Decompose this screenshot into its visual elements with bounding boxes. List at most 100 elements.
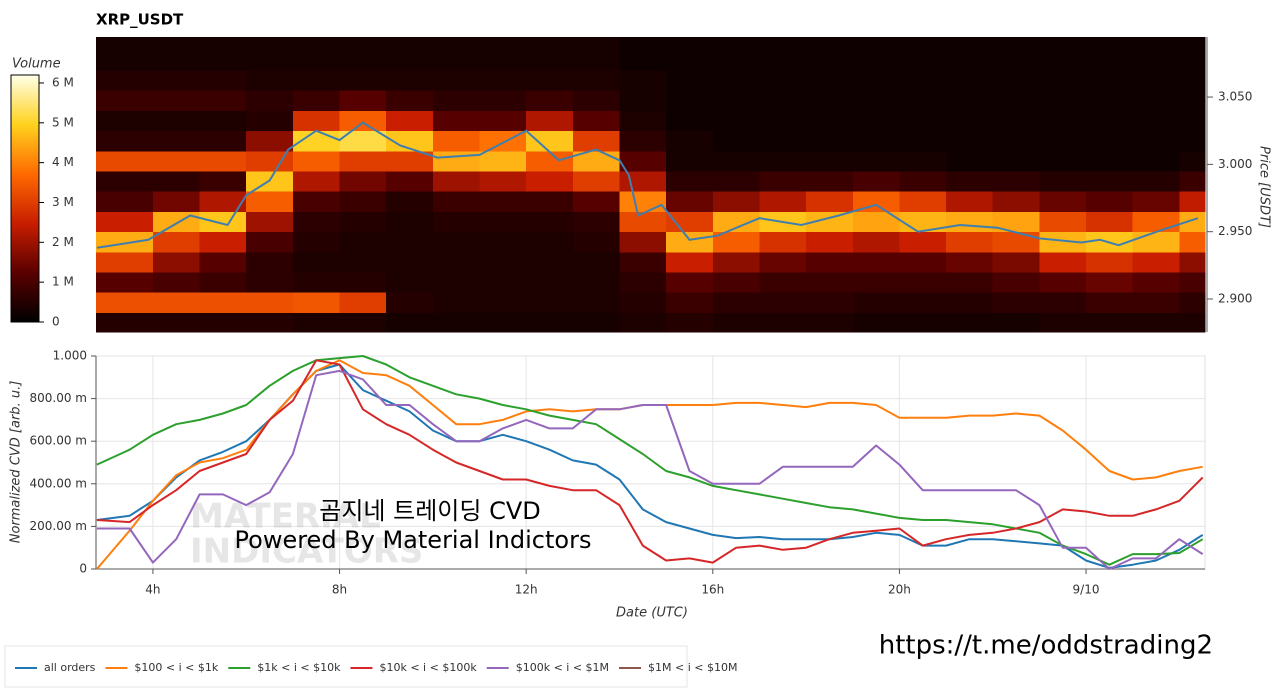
- heatmap-cell: [759, 191, 807, 212]
- heatmap-cell: [852, 272, 900, 293]
- heatmap-cell: [526, 231, 574, 253]
- heatmap-cell: [1132, 272, 1180, 293]
- heatmap-cell: [386, 37, 434, 71]
- heatmap-cell: [96, 130, 154, 152]
- heatmap-cell: [96, 191, 154, 212]
- y-tick-label: 400.00 m: [30, 476, 88, 490]
- heatmap-cell: [946, 37, 994, 71]
- heatmap-cell: [666, 70, 714, 91]
- heatmap-cell: [339, 292, 387, 313]
- heatmap-cell: [479, 171, 527, 192]
- heatmap-cell: [432, 37, 480, 71]
- heatmap-cell: [806, 110, 854, 132]
- heatmap-cell: [1039, 191, 1087, 212]
- heatmap-cell: [1086, 70, 1134, 91]
- legend-label: $10k < i < $100k: [379, 661, 477, 674]
- heatmap-cell: [852, 191, 900, 212]
- legend-label: $100k < i < $1M: [516, 661, 609, 674]
- colorbar-tick-label: 5 M: [52, 115, 74, 129]
- heatmap-cell: [152, 272, 200, 293]
- heatmap-cell: [1086, 211, 1134, 233]
- heatmap-cell: [292, 272, 340, 293]
- heatmap-cell: [432, 292, 480, 313]
- heatmap-cell: [199, 251, 247, 273]
- heatmap-cell: [666, 150, 714, 172]
- heatmap-cell: [572, 251, 620, 273]
- heatmap-cell: [712, 251, 760, 273]
- heatmap-cell: [572, 90, 620, 111]
- heatmap-cell: [246, 130, 294, 152]
- heatmap-cell: [619, 130, 667, 152]
- heatmap-cell: [526, 312, 574, 333]
- heatmap-cell: [199, 231, 247, 253]
- heatmap-cell: [526, 171, 574, 192]
- heatmap-cell: [386, 312, 434, 333]
- heatmap-cell: [96, 37, 154, 71]
- heatmap-cell: [1132, 70, 1180, 91]
- heatmap-cell: [199, 110, 247, 132]
- heatmap-cell: [1132, 251, 1180, 273]
- heatmap-cell: [292, 90, 340, 111]
- heatmap-cell: [1086, 251, 1134, 273]
- x-tick-label: 9/10: [1073, 583, 1100, 597]
- heatmap-cell: [759, 110, 807, 132]
- heatmap-cell: [386, 110, 434, 132]
- heatmap-cell: [806, 211, 854, 233]
- heatmap-cell: [339, 70, 387, 91]
- heatmap-cell: [759, 37, 807, 71]
- heatmap-cell: [246, 70, 294, 91]
- heatmap-cell: [899, 150, 947, 172]
- heatmap-cell: [1132, 130, 1180, 152]
- heatmap-cell: [899, 130, 947, 152]
- heatmap-cell: [432, 312, 480, 333]
- heatmap-cell: [152, 130, 200, 152]
- heatmap-cell: [96, 70, 154, 91]
- heatmap-cell: [572, 171, 620, 192]
- heatmap-cell: [526, 130, 574, 152]
- heatmap-cell: [572, 312, 620, 333]
- heatmap-cell: [479, 211, 527, 233]
- heatmap-cell: [806, 292, 854, 313]
- heatmap-cell: [96, 171, 154, 192]
- heatmap-cell: [1039, 110, 1087, 132]
- heatmap-cell: [572, 292, 620, 313]
- heatmap-cell: [899, 37, 947, 71]
- heatmap-cell: [96, 150, 154, 172]
- legend-label: $1M < i < $10M: [648, 661, 737, 674]
- heatmap-cell: [199, 292, 247, 313]
- heatmap-cell: [992, 191, 1040, 212]
- x-axis-label: Date (UTC): [616, 606, 688, 621]
- heatmap-cell: [1179, 150, 1206, 172]
- heatmap-cell: [1179, 292, 1206, 313]
- heatmap-cell: [806, 251, 854, 273]
- heatmap-cell: [1179, 312, 1206, 333]
- heatmap-cell: [526, 251, 574, 273]
- heatmap-cell: [712, 191, 760, 212]
- heatmap-cell: [526, 150, 574, 172]
- annotation: Powered By Material Indictors: [235, 526, 592, 554]
- heatmap-cell: [152, 312, 200, 333]
- heatmap-cell: [432, 211, 480, 233]
- heatmap-cell: [899, 90, 947, 111]
- heatmap-cell: [666, 90, 714, 111]
- heatmap-cell: [1179, 70, 1206, 91]
- heatmap-cell: [946, 130, 994, 152]
- heatmap-cell: [852, 110, 900, 132]
- heatmap-cell: [1132, 150, 1180, 172]
- heatmap-cell: [1039, 37, 1087, 71]
- heatmap-cell: [339, 171, 387, 192]
- heatmap-cell: [152, 150, 200, 172]
- heatmap-cell: [806, 37, 854, 71]
- heatmap-cell: [992, 272, 1040, 293]
- heatmap-cell: [292, 171, 340, 192]
- heatmap-cell: [339, 90, 387, 111]
- heatmap-cell: [619, 150, 667, 172]
- heatmap-cell: [246, 231, 294, 253]
- heatmap-cell: [852, 292, 900, 313]
- y-axis-label: Price [USDT]: [1257, 146, 1272, 228]
- y-tick-label: 3.000: [1218, 157, 1252, 171]
- heatmap-cell: [1086, 312, 1134, 333]
- heatmap-cell: [479, 110, 527, 132]
- heatmap-cell: [386, 150, 434, 172]
- colorbar-tick-label: 3 M: [52, 195, 74, 209]
